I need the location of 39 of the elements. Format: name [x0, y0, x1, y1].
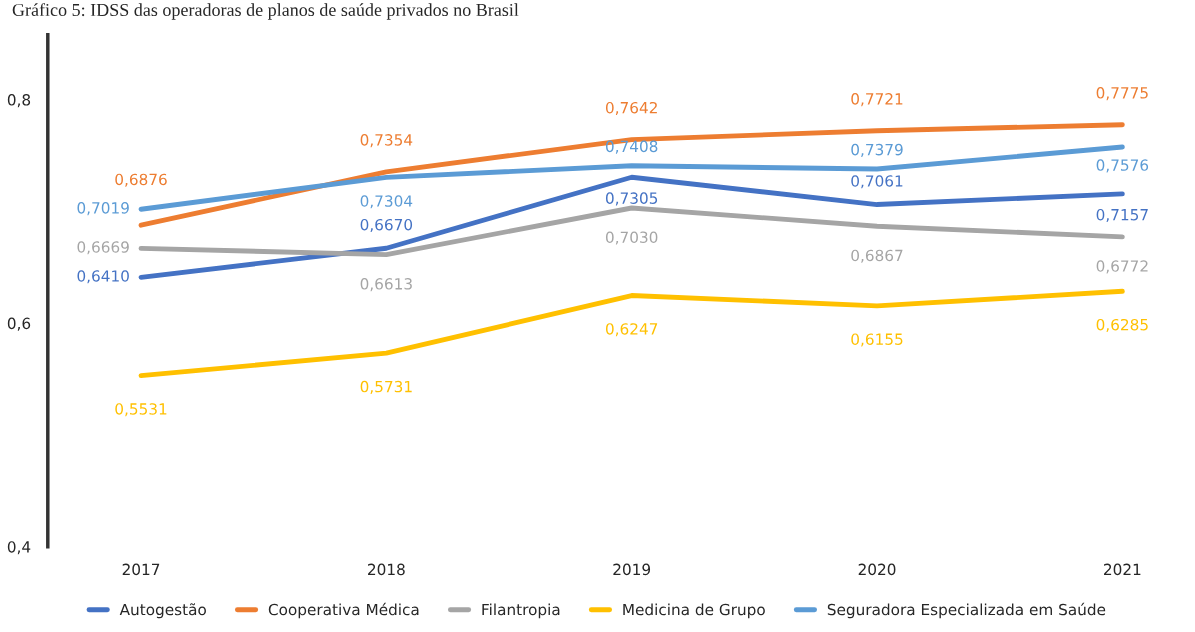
- data-label: 0,7304: [360, 195, 413, 209]
- y-tick-label: 0,6: [7, 317, 31, 331]
- x-tick-label: 2020: [858, 563, 896, 576]
- data-label: 0,7642: [605, 101, 657, 116]
- legend-label: Autogestão: [119, 603, 206, 619]
- data-label: 0,6772: [1096, 260, 1148, 274]
- data-label: 0,6410: [77, 270, 129, 284]
- legend-label: Seguradora Especializada em Saúde: [827, 602, 1106, 619]
- legend-label: Filantropia: [482, 603, 560, 619]
- data-label: 0,6867: [851, 249, 903, 263]
- data-label: 0,5531: [115, 403, 167, 417]
- data-label: 0,6285: [1096, 318, 1148, 332]
- data-label: 0,7030: [605, 231, 658, 245]
- legend-label: Cooperativa Médica: [268, 602, 419, 619]
- data-label: 0,7408: [605, 140, 658, 154]
- y-tick-label: 0,8: [7, 94, 31, 108]
- data-label: 0,7775: [1096, 87, 1148, 101]
- data-label: 0,5731: [360, 380, 412, 394]
- data-label: 0,7379: [851, 143, 903, 157]
- x-tick-label: 2019: [613, 563, 651, 576]
- legend-label: Medicina de Grupo: [623, 603, 765, 619]
- data-label: 0,6613: [360, 278, 412, 292]
- data-label: 0,7019: [77, 202, 129, 216]
- data-label: 0,7576: [1096, 159, 1149, 173]
- data-label: 0,6670: [360, 218, 413, 233]
- y-tick-label: 0,4: [7, 541, 31, 555]
- data-label: 0,7354: [360, 134, 413, 148]
- data-label: 0,6155: [851, 333, 903, 347]
- data-label: 0,6669: [77, 241, 129, 255]
- data-label: 0,6876: [115, 173, 167, 187]
- data-label: 0,7061: [851, 175, 903, 189]
- x-tick-label: 2021: [1104, 563, 1141, 576]
- chart-title: Gráfico 5: IDSS das operadoras de planos de saúde privados no Brasil: [12, 3, 519, 20]
- data-label: 0,6247: [605, 323, 658, 337]
- data-label: 0,7157: [1096, 208, 1148, 223]
- data-label: 0,7721: [851, 93, 903, 107]
- x-tick-label: 2017: [122, 563, 160, 576]
- x-tick-label: 2018: [368, 563, 405, 576]
- data-label: 0,7305: [605, 192, 658, 206]
